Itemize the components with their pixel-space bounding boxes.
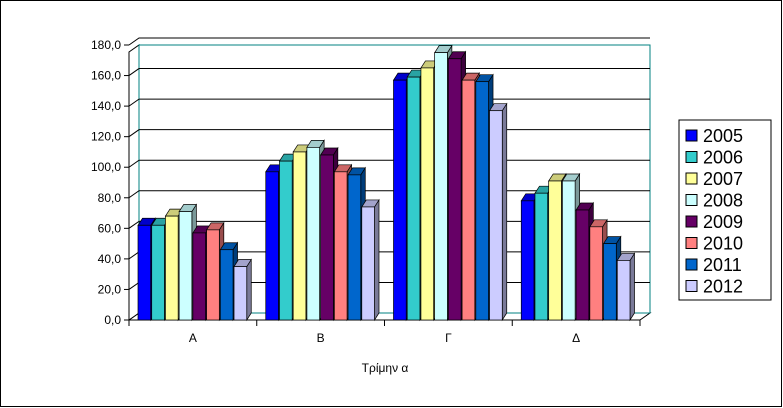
plot-side-wall [128, 44, 140, 321]
plot-walls [127, 44, 652, 321]
legend-swatch [685, 280, 698, 292]
labels: 0,0 20,0 40,0 60,0 80,0 100,0 120,0 140,0 160,0 1… [91, 38, 580, 345]
legend-swatch [685, 151, 698, 163]
bars [137, 44, 636, 322]
bar-front [265, 171, 279, 321]
gridline [128, 68, 650, 76]
y-tick-label: 140,0 [91, 99, 121, 113]
x-category-label: Γ [445, 331, 452, 345]
bar-front [475, 81, 489, 321]
legend-swatch [685, 215, 698, 228]
legend-swatch [685, 194, 698, 206]
y-tick-label: 120,0 [91, 130, 121, 144]
bar-front [361, 206, 375, 321]
bar [219, 241, 239, 322]
y-tick-label: 40,0 [98, 252, 122, 266]
bar-front [575, 209, 590, 321]
x-axis-title: Τρίμην α [362, 361, 409, 375]
bar-front [306, 147, 320, 321]
bar-front [434, 52, 448, 321]
legend-label: 2011 [703, 255, 742, 275]
x-category-label: Α [189, 331, 197, 345]
y-tick-label: 0,0 [104, 313, 121, 327]
bar-front [233, 266, 248, 321]
bar-front [137, 224, 152, 321]
legend-label: 2006 [703, 148, 743, 168]
legend-swatch [685, 172, 698, 185]
bar-front [534, 192, 549, 321]
legend-label: 2008 [703, 191, 743, 211]
y-tick-label: 80,0 [98, 191, 122, 205]
legend-label: 2005 [703, 126, 743, 146]
legend-label: 2012 [703, 277, 743, 297]
bar-front [192, 232, 206, 321]
bar-front [562, 180, 576, 321]
bar-side [629, 252, 635, 322]
y-tick-label: 100,0 [91, 160, 121, 174]
bar-front [393, 79, 407, 321]
bar [233, 258, 252, 322]
bar-front [420, 67, 435, 321]
y-tick-label: 60,0 [98, 221, 122, 235]
bar-front [548, 180, 562, 321]
bar-front [219, 249, 234, 321]
legend-swatch [685, 258, 698, 271]
x-category-label: Δ [572, 331, 580, 345]
bar-side [501, 102, 508, 322]
bar-front [616, 260, 631, 321]
bar-front [603, 243, 617, 321]
bar [361, 198, 380, 322]
y-tick-label: 20,0 [98, 282, 122, 296]
bar-side [246, 258, 252, 322]
bar [488, 102, 508, 322]
bar-front [178, 211, 193, 321]
x-category-label: Β [317, 331, 325, 345]
bar-front [151, 224, 165, 321]
legend-swatch [685, 129, 698, 142]
bar-front [333, 171, 348, 321]
bar-front [589, 226, 603, 321]
bar-front [520, 200, 535, 321]
bar-front [320, 154, 334, 321]
legend-label: 2010 [703, 234, 743, 254]
legend-label: 2007 [703, 169, 743, 189]
bar-front [279, 160, 293, 321]
gridline [128, 37, 650, 46]
y-tick-label: 160,0 [91, 69, 121, 83]
y-tick-label: 180,0 [91, 38, 121, 52]
bar-front [406, 76, 421, 321]
legend-label: 2009 [703, 212, 743, 232]
bar-front [292, 151, 307, 321]
bar-side [374, 198, 380, 322]
bar-front [448, 58, 462, 321]
bar-front [206, 229, 220, 321]
bar-front [461, 79, 476, 321]
bar-front [165, 215, 179, 321]
bar-front [347, 174, 362, 321]
legend-swatch [685, 237, 698, 249]
bar-front [489, 110, 503, 321]
bar [616, 252, 636, 322]
